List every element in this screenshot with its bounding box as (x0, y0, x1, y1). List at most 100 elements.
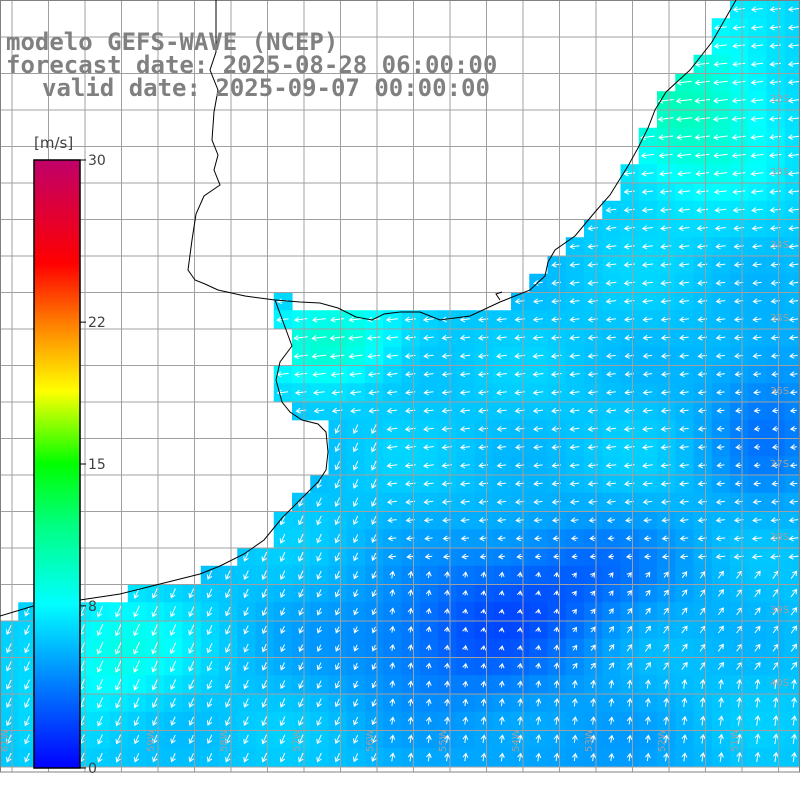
wind-arrow (206, 661, 213, 672)
wind-arrow (752, 280, 762, 286)
wind-arrow (769, 97, 782, 104)
wind-arrow (605, 207, 617, 213)
wind-arrow (553, 716, 560, 725)
wind-arrow (642, 480, 653, 487)
wind-arrow (769, 170, 782, 177)
wind-arrow (371, 753, 377, 763)
wind-arrow (754, 625, 761, 634)
wind-arrow (789, 425, 797, 432)
wind-arrow (641, 225, 653, 232)
wind-arrow (732, 24, 745, 31)
wind-arrow (732, 207, 745, 213)
wind-arrow (335, 626, 341, 634)
wind-arrow (754, 770, 761, 781)
wind-arrow (133, 697, 140, 709)
wind-arrow (188, 716, 194, 726)
wind-arrow (535, 644, 542, 651)
wind-arrow (225, 716, 231, 726)
wind-arrow (329, 353, 345, 360)
wind-arrow (243, 661, 249, 672)
wind-arrow (642, 407, 653, 414)
wind-arrow (24, 624, 30, 636)
wind-arrow (752, 316, 762, 323)
latitude-label: 35S (770, 313, 789, 324)
wind-arrow (349, 389, 362, 396)
wind-arrow (316, 734, 322, 745)
wind-arrow (553, 697, 560, 707)
wind-arrow (679, 407, 689, 414)
wind-arrow (460, 517, 470, 524)
wind-arrow (590, 697, 597, 707)
wind-arrow (42, 771, 48, 781)
wind-arrow (716, 444, 725, 450)
wind-arrow (462, 752, 469, 762)
wind-arrow (605, 261, 617, 268)
wind-arrow (626, 589, 632, 596)
colorbar-tick-label: 0 (88, 761, 97, 777)
wind-arrow (480, 626, 487, 633)
wind-arrow (790, 661, 798, 670)
wind-arrow (386, 353, 398, 359)
wind-arrow (787, 61, 800, 67)
wind-arrow (532, 371, 544, 378)
wind-arrow (679, 444, 689, 451)
wind-arrow (496, 371, 507, 378)
wind-arrow (170, 697, 176, 708)
wind-arrow (790, 588, 798, 598)
wind-arrow (663, 752, 670, 762)
wind-arrow (788, 517, 799, 524)
wind-arrow (96, 605, 104, 618)
wind-arrow (789, 499, 798, 505)
wind-arrow (334, 552, 340, 562)
wind-arrow (699, 752, 706, 762)
wind-arrow (425, 607, 432, 614)
wind-arrow (151, 623, 159, 637)
wind-arrow (462, 734, 469, 743)
wind-arrow (694, 152, 710, 159)
wind-arrow (462, 626, 468, 633)
wind-arrow (788, 280, 799, 286)
wind-arrow (717, 588, 724, 597)
wind-arrow (553, 662, 560, 670)
wind-arrow (642, 389, 653, 396)
valid-date-line: valid date: 2025-09-07 00:00:00 (42, 74, 490, 102)
wind-arrow (24, 752, 30, 763)
wind-arrow (717, 607, 724, 615)
wind-arrow (533, 444, 543, 451)
wind-arrow (24, 606, 30, 617)
colorbar-tick-label: 30 (88, 153, 106, 169)
wind-arrow (371, 608, 377, 616)
wind-arrow (788, 334, 798, 341)
wind-arrow (316, 497, 322, 507)
speed-cell (784, 602, 800, 622)
wind-arrow (133, 771, 140, 781)
wind-arrow (571, 626, 578, 633)
wind-arrow (498, 645, 505, 651)
wind-arrow (787, 42, 799, 49)
wind-arrow (462, 608, 468, 614)
wind-arrow (754, 588, 761, 597)
wind-arrow (569, 389, 580, 396)
wind-arrow (643, 535, 652, 542)
wind-arrow (389, 716, 396, 725)
wind-arrow (681, 625, 688, 634)
wind-arrow (386, 389, 398, 396)
speed-cell (784, 638, 800, 658)
wind-arrow (754, 643, 761, 652)
wind-arrow (750, 24, 763, 31)
wind-arrow (348, 316, 363, 323)
wind-arrow (790, 607, 798, 616)
wind-arrow (732, 61, 746, 68)
wind-arrow (407, 644, 414, 651)
wind-arrow (717, 570, 724, 579)
wind-arrow (334, 515, 340, 526)
wind-arrow (313, 389, 325, 396)
wind-arrow (571, 608, 577, 615)
wind-arrow (371, 717, 377, 726)
wind-arrow (298, 716, 304, 727)
wind-arrow (535, 716, 542, 725)
wind-arrow (425, 680, 432, 688)
wind-arrow (316, 589, 322, 598)
wind-arrow (569, 334, 580, 341)
wind-arrow (663, 571, 669, 578)
